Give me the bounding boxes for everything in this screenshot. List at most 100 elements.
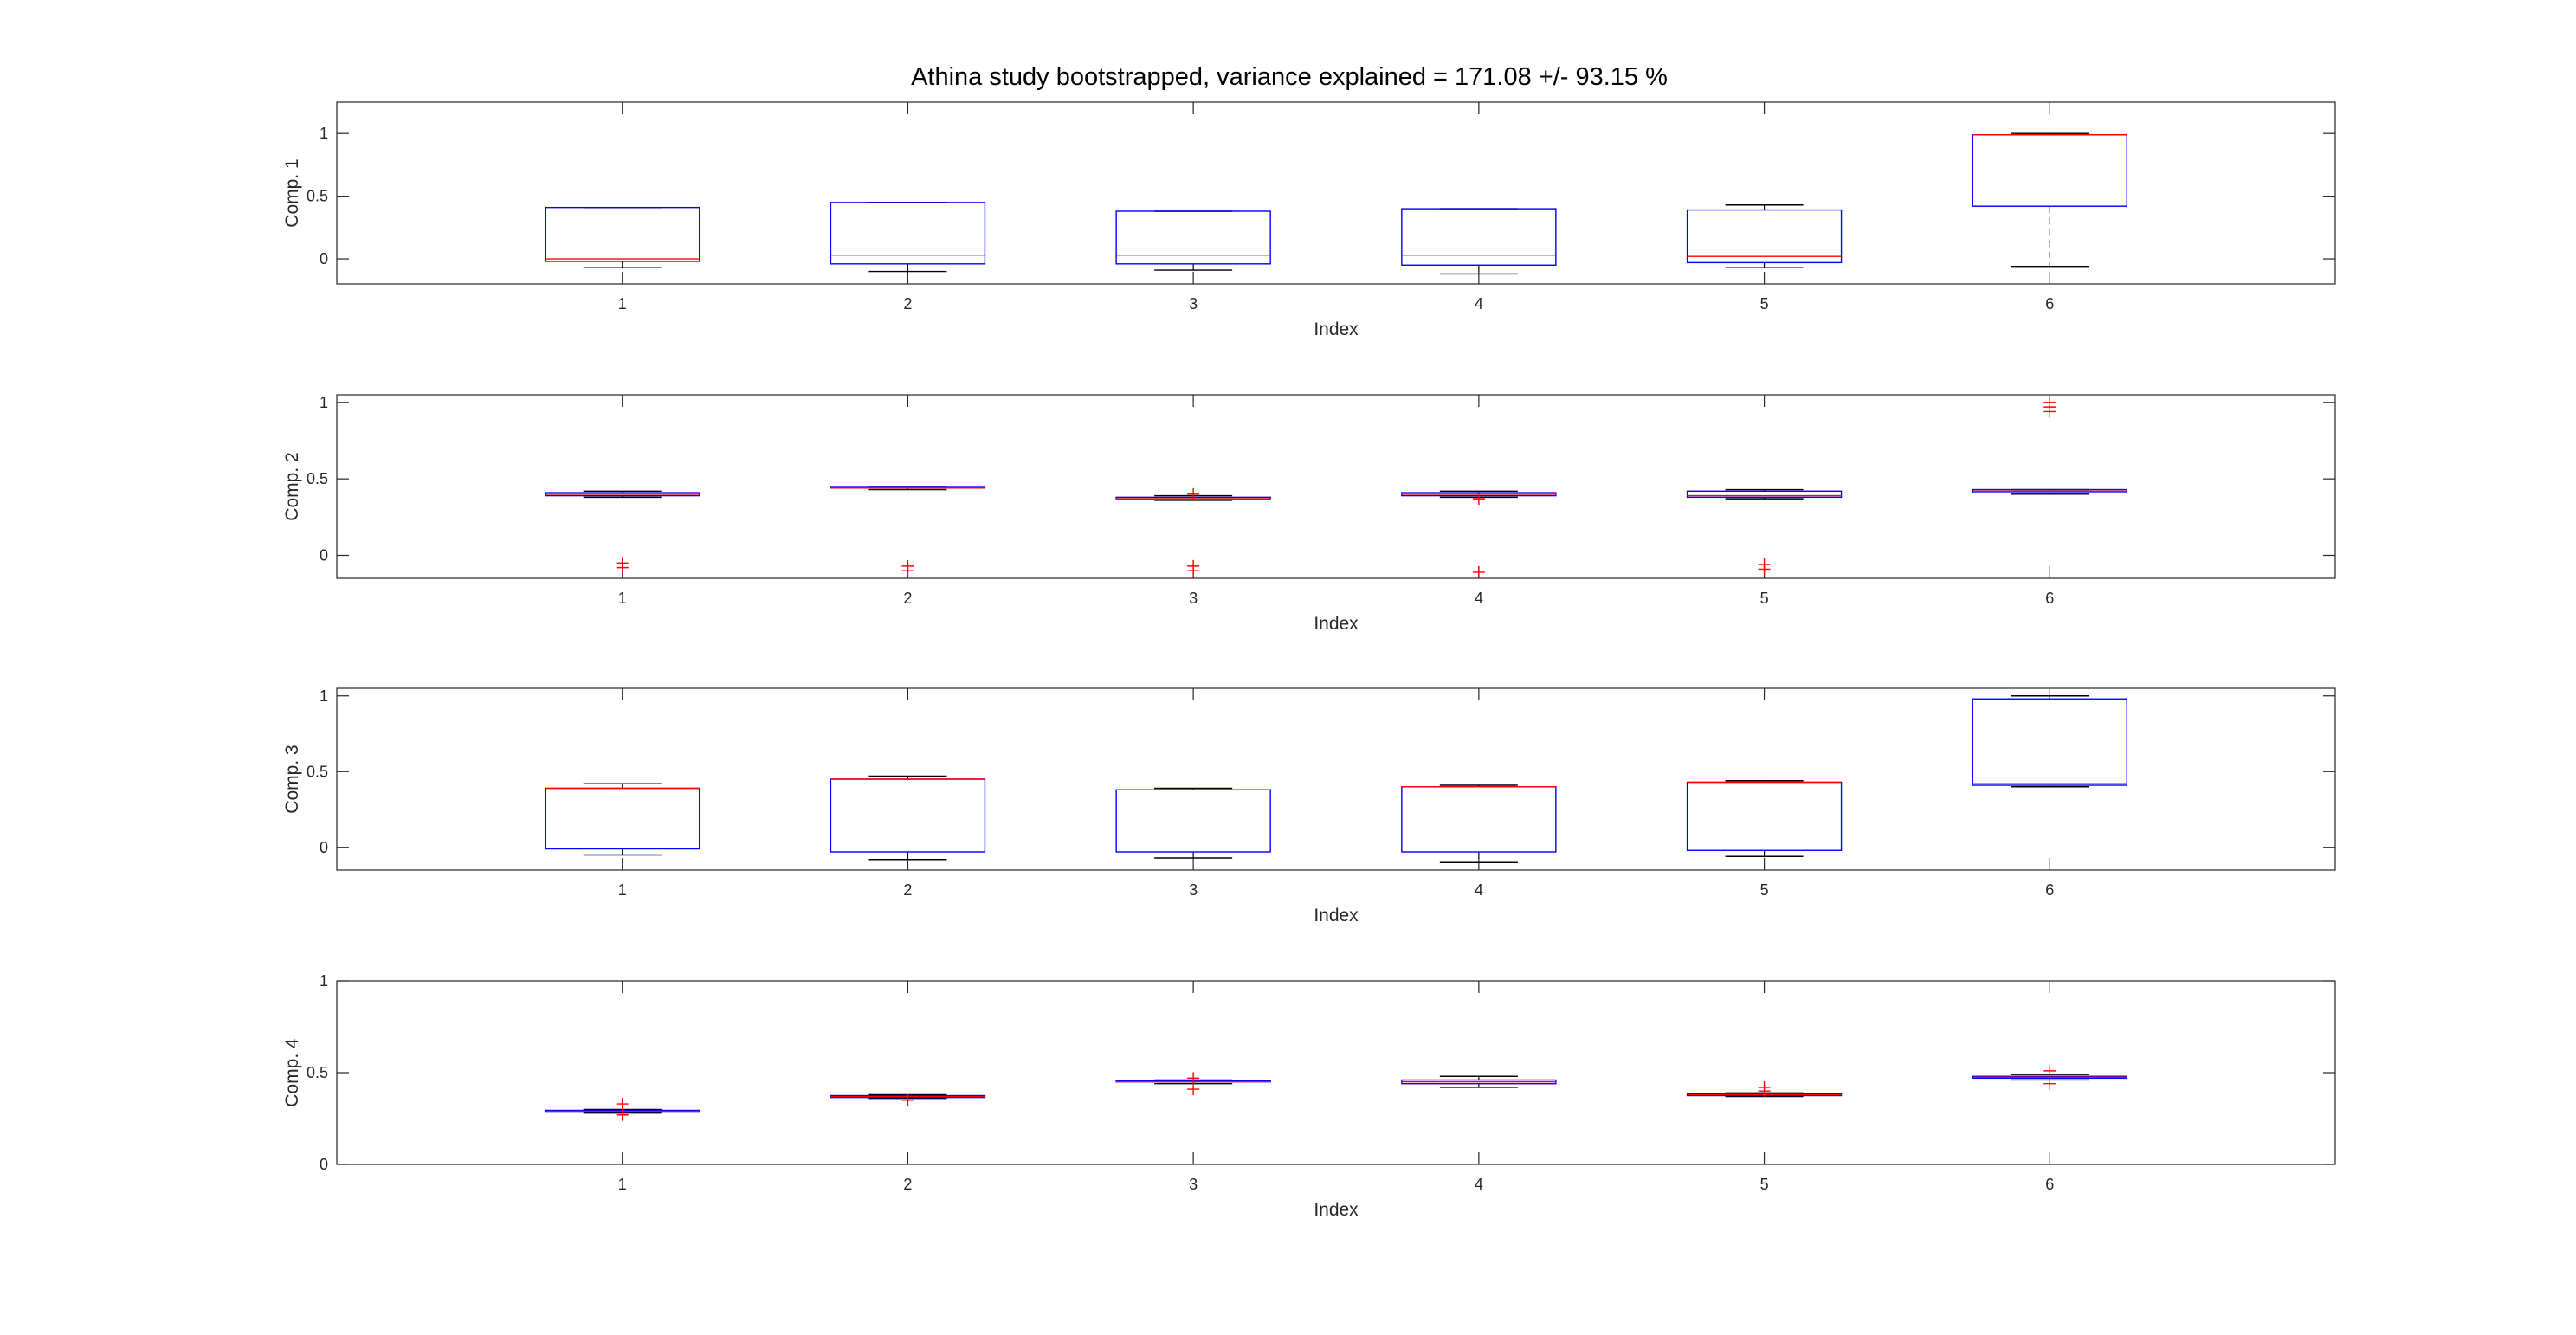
x-axis-label: Index xyxy=(1314,906,1359,925)
boxplot-1 xyxy=(545,490,700,574)
boxplot-2 xyxy=(830,775,986,861)
boxplot-3 xyxy=(1115,1072,1271,1096)
outlier-marker xyxy=(901,1093,914,1106)
boxplot-6 xyxy=(1972,695,2127,788)
boxplot-3 xyxy=(1115,487,1271,577)
outlier-marker xyxy=(616,561,629,574)
y-axis-label: Comp. 1 xyxy=(282,158,302,227)
boxplot-2 xyxy=(830,486,986,577)
y-tick-label: 0.5 xyxy=(307,470,328,487)
box xyxy=(1686,490,1843,499)
x-tick-label: 6 xyxy=(2045,295,2054,313)
boxplot-4 xyxy=(1401,490,1557,578)
boxplot-2 xyxy=(830,1093,986,1106)
boxplot-4 xyxy=(1401,1075,1557,1088)
boxplot-6 xyxy=(1972,132,2127,268)
x-tick-label: 4 xyxy=(1475,1176,1483,1193)
outlier-marker xyxy=(1187,487,1200,500)
y-tick-label: 1 xyxy=(320,125,328,142)
x-tick-label: 2 xyxy=(903,881,912,899)
outlier-marker xyxy=(1758,563,1771,576)
y-tick-label: 0 xyxy=(320,1156,328,1173)
y-axis-label: Comp. 2 xyxy=(282,452,302,520)
x-tick-label: 3 xyxy=(1189,590,1198,607)
y-axis-label: Comp. 4 xyxy=(282,1038,302,1107)
outlier-marker xyxy=(2043,405,2056,418)
y-tick-label: 0.5 xyxy=(307,1064,328,1081)
x-tick-label: 2 xyxy=(903,295,912,313)
x-tick-label: 5 xyxy=(1760,590,1769,607)
outlier-marker xyxy=(2043,1064,2056,1077)
x-tick-label: 1 xyxy=(618,590,627,607)
y-tick-label: 0 xyxy=(320,839,328,856)
boxplot-1 xyxy=(545,783,700,856)
outlier-marker xyxy=(1187,1072,1200,1085)
y-axis-label: Comp. 3 xyxy=(282,745,302,813)
boxplot-4 xyxy=(1401,208,1557,275)
boxplot-5 xyxy=(1686,780,1843,857)
x-tick-label: 6 xyxy=(2045,881,2054,899)
x-axis-label: Index xyxy=(1314,1200,1359,1220)
box xyxy=(545,206,700,262)
x-tick-label: 6 xyxy=(2045,1176,2054,1193)
boxplot-6 xyxy=(1972,396,2127,495)
outlier-marker xyxy=(1758,1085,1771,1098)
x-tick-label: 3 xyxy=(1189,1176,1198,1193)
outlier-marker xyxy=(2043,1077,2056,1090)
box xyxy=(830,202,986,265)
x-tick-label: 4 xyxy=(1475,295,1483,313)
x-axis-label: Index xyxy=(1314,614,1359,634)
boxplot-3 xyxy=(1115,210,1271,271)
outlier-marker xyxy=(901,564,914,577)
axes-box xyxy=(336,687,2336,871)
x-tick-label: 2 xyxy=(903,1176,912,1193)
box xyxy=(545,787,700,850)
y-tick-label: 0.5 xyxy=(307,188,328,205)
x-tick-label: 5 xyxy=(1760,295,1769,313)
x-tick-label: 3 xyxy=(1189,295,1198,313)
x-tick-label: 5 xyxy=(1760,1176,1769,1193)
box xyxy=(1972,698,2127,786)
box xyxy=(1972,133,2127,207)
y-tick-label: 1 xyxy=(320,972,328,990)
x-tick-label: 2 xyxy=(903,590,912,607)
figure-title: Athina study bootstrapped, variance expl… xyxy=(911,63,1668,91)
boxplot-5 xyxy=(1686,204,1843,268)
subplot-4: 0 0.5 1 1 2 3 4 5 6 Index Comp. 4 xyxy=(282,972,2336,1220)
x-tick-label: 4 xyxy=(1475,590,1483,607)
boxplot-3 xyxy=(1115,787,1271,859)
y-tick-label: 0 xyxy=(320,547,328,564)
box xyxy=(1401,208,1557,266)
outlier-marker xyxy=(1187,564,1200,577)
boxplot-5 xyxy=(1686,488,1843,576)
box xyxy=(1401,786,1557,853)
subplot-3: 0 0.5 1 1 2 3 4 5 6 Index Comp. 3 xyxy=(282,687,2336,925)
x-tick-label: 5 xyxy=(1760,881,1769,899)
outlier-marker xyxy=(1187,1083,1200,1096)
subplots: 0 0.5 1 1 2 3 4 5 6 Index Comp. 1 0 0.5 1 1 2 3 4 5 6 Index C… xyxy=(282,101,2336,1220)
boxplot-5 xyxy=(1686,1080,1843,1098)
box xyxy=(830,778,986,853)
y-tick-label: 0 xyxy=(320,250,328,268)
boxplot-2 xyxy=(830,202,986,273)
y-tick-label: 1 xyxy=(320,394,328,411)
y-tick-label: 1 xyxy=(320,687,328,705)
y-tick-label: 0.5 xyxy=(307,763,328,780)
x-tick-label: 3 xyxy=(1189,881,1198,899)
x-tick-label: 1 xyxy=(618,1176,627,1193)
box xyxy=(1686,209,1843,264)
axes-box xyxy=(336,101,2336,285)
boxplot-4 xyxy=(1401,784,1557,863)
box xyxy=(1686,781,1843,851)
box xyxy=(1115,789,1271,853)
x-tick-label: 4 xyxy=(1475,881,1483,899)
outlier-marker xyxy=(1472,565,1485,578)
axes-box xyxy=(336,394,2336,579)
axes-box xyxy=(336,980,2336,1165)
x-tick-label: 1 xyxy=(618,295,627,313)
box xyxy=(1115,210,1271,265)
boxplot-1 xyxy=(545,1098,700,1121)
x-tick-label: 6 xyxy=(2045,590,2054,607)
x-tick-label: 1 xyxy=(618,881,627,899)
